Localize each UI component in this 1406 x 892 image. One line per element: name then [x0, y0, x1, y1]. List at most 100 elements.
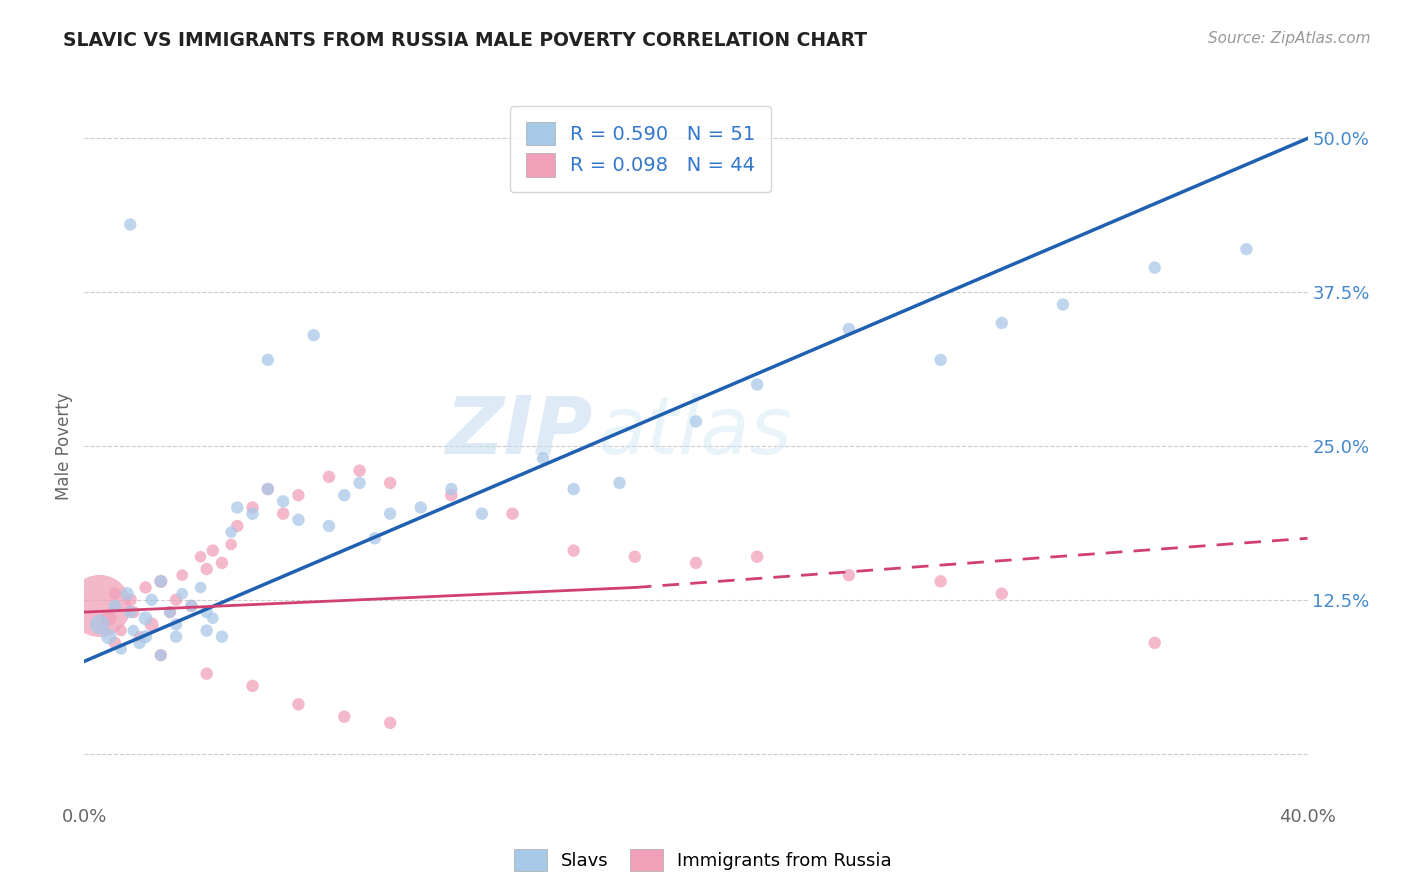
Point — [97, 630, 120, 644]
Point — [149, 648, 172, 662]
Point — [333, 709, 356, 723]
Point — [1052, 297, 1074, 311]
Point — [226, 500, 249, 515]
Point — [122, 624, 145, 638]
Point — [287, 698, 309, 712]
Point — [318, 519, 340, 533]
Point — [226, 519, 249, 533]
Point — [287, 488, 309, 502]
Point — [242, 500, 264, 515]
Point — [271, 507, 294, 521]
Point — [165, 630, 187, 644]
Point — [149, 648, 172, 662]
Point — [747, 549, 769, 564]
Point — [609, 475, 631, 490]
Point — [195, 666, 218, 681]
Point — [97, 611, 120, 625]
Point — [380, 475, 402, 490]
Point — [1143, 636, 1166, 650]
Point — [991, 587, 1014, 601]
Point — [135, 611, 157, 625]
Point — [104, 587, 127, 601]
Point — [135, 630, 157, 644]
Point — [165, 592, 187, 607]
Point — [211, 630, 233, 644]
Point — [562, 543, 585, 558]
Point — [190, 549, 212, 564]
Text: SLAVIC VS IMMIGRANTS FROM RUSSIA MALE POVERTY CORRELATION CHART: SLAVIC VS IMMIGRANTS FROM RUSSIA MALE PO… — [63, 31, 868, 50]
Point — [141, 592, 163, 607]
Point — [685, 556, 707, 570]
Point — [120, 605, 142, 619]
Point — [624, 549, 647, 564]
Point — [195, 605, 218, 619]
Point — [195, 562, 218, 576]
Point — [257, 352, 280, 367]
Point — [141, 617, 163, 632]
Point — [1143, 260, 1166, 275]
Point — [929, 352, 952, 367]
Point — [287, 513, 309, 527]
Point — [159, 605, 181, 619]
Point — [104, 636, 127, 650]
Point — [149, 574, 172, 589]
Point — [172, 568, 194, 582]
Text: ZIP: ZIP — [444, 392, 592, 471]
Point — [115, 587, 138, 601]
Point — [104, 599, 127, 613]
Point — [349, 464, 371, 478]
Point — [128, 636, 150, 650]
Point — [502, 507, 524, 521]
Point — [302, 328, 325, 343]
Point — [242, 679, 264, 693]
Point — [180, 599, 202, 613]
Point — [685, 414, 707, 428]
Point — [110, 642, 132, 657]
Point — [149, 574, 172, 589]
Point — [219, 525, 242, 540]
Point — [364, 531, 387, 545]
Text: Source: ZipAtlas.com: Source: ZipAtlas.com — [1208, 31, 1371, 46]
Point — [135, 581, 157, 595]
Point — [349, 475, 371, 490]
Point — [195, 624, 218, 638]
Legend: Slavs, Immigrants from Russia: Slavs, Immigrants from Russia — [508, 842, 898, 879]
Point — [89, 617, 111, 632]
Point — [409, 500, 432, 515]
Point — [271, 494, 294, 508]
Point — [991, 316, 1014, 330]
Point — [440, 482, 463, 496]
Point — [190, 581, 212, 595]
Point — [172, 587, 194, 601]
Point — [1236, 242, 1258, 256]
Point — [440, 488, 463, 502]
Point — [211, 556, 233, 570]
Point — [531, 451, 554, 466]
Point — [120, 592, 142, 607]
Legend: R = 0.590   N = 51, R = 0.098   N = 44: R = 0.590 N = 51, R = 0.098 N = 44 — [510, 106, 770, 193]
Point — [257, 482, 280, 496]
Point — [122, 605, 145, 619]
Point — [318, 469, 340, 483]
Point — [165, 617, 187, 632]
Point — [380, 715, 402, 730]
Point — [333, 488, 356, 502]
Point — [471, 507, 494, 521]
Point — [219, 537, 242, 551]
Point — [838, 322, 860, 336]
Point — [128, 630, 150, 644]
Point — [120, 218, 142, 232]
Point — [110, 624, 132, 638]
Point — [201, 611, 224, 625]
Y-axis label: Male Poverty: Male Poverty — [55, 392, 73, 500]
Point — [257, 482, 280, 496]
Point — [159, 605, 181, 619]
Point — [747, 377, 769, 392]
Point — [242, 507, 264, 521]
Point — [929, 574, 952, 589]
Point — [562, 482, 585, 496]
Point — [380, 507, 402, 521]
Point — [180, 599, 202, 613]
Point — [89, 599, 111, 613]
Point — [838, 568, 860, 582]
